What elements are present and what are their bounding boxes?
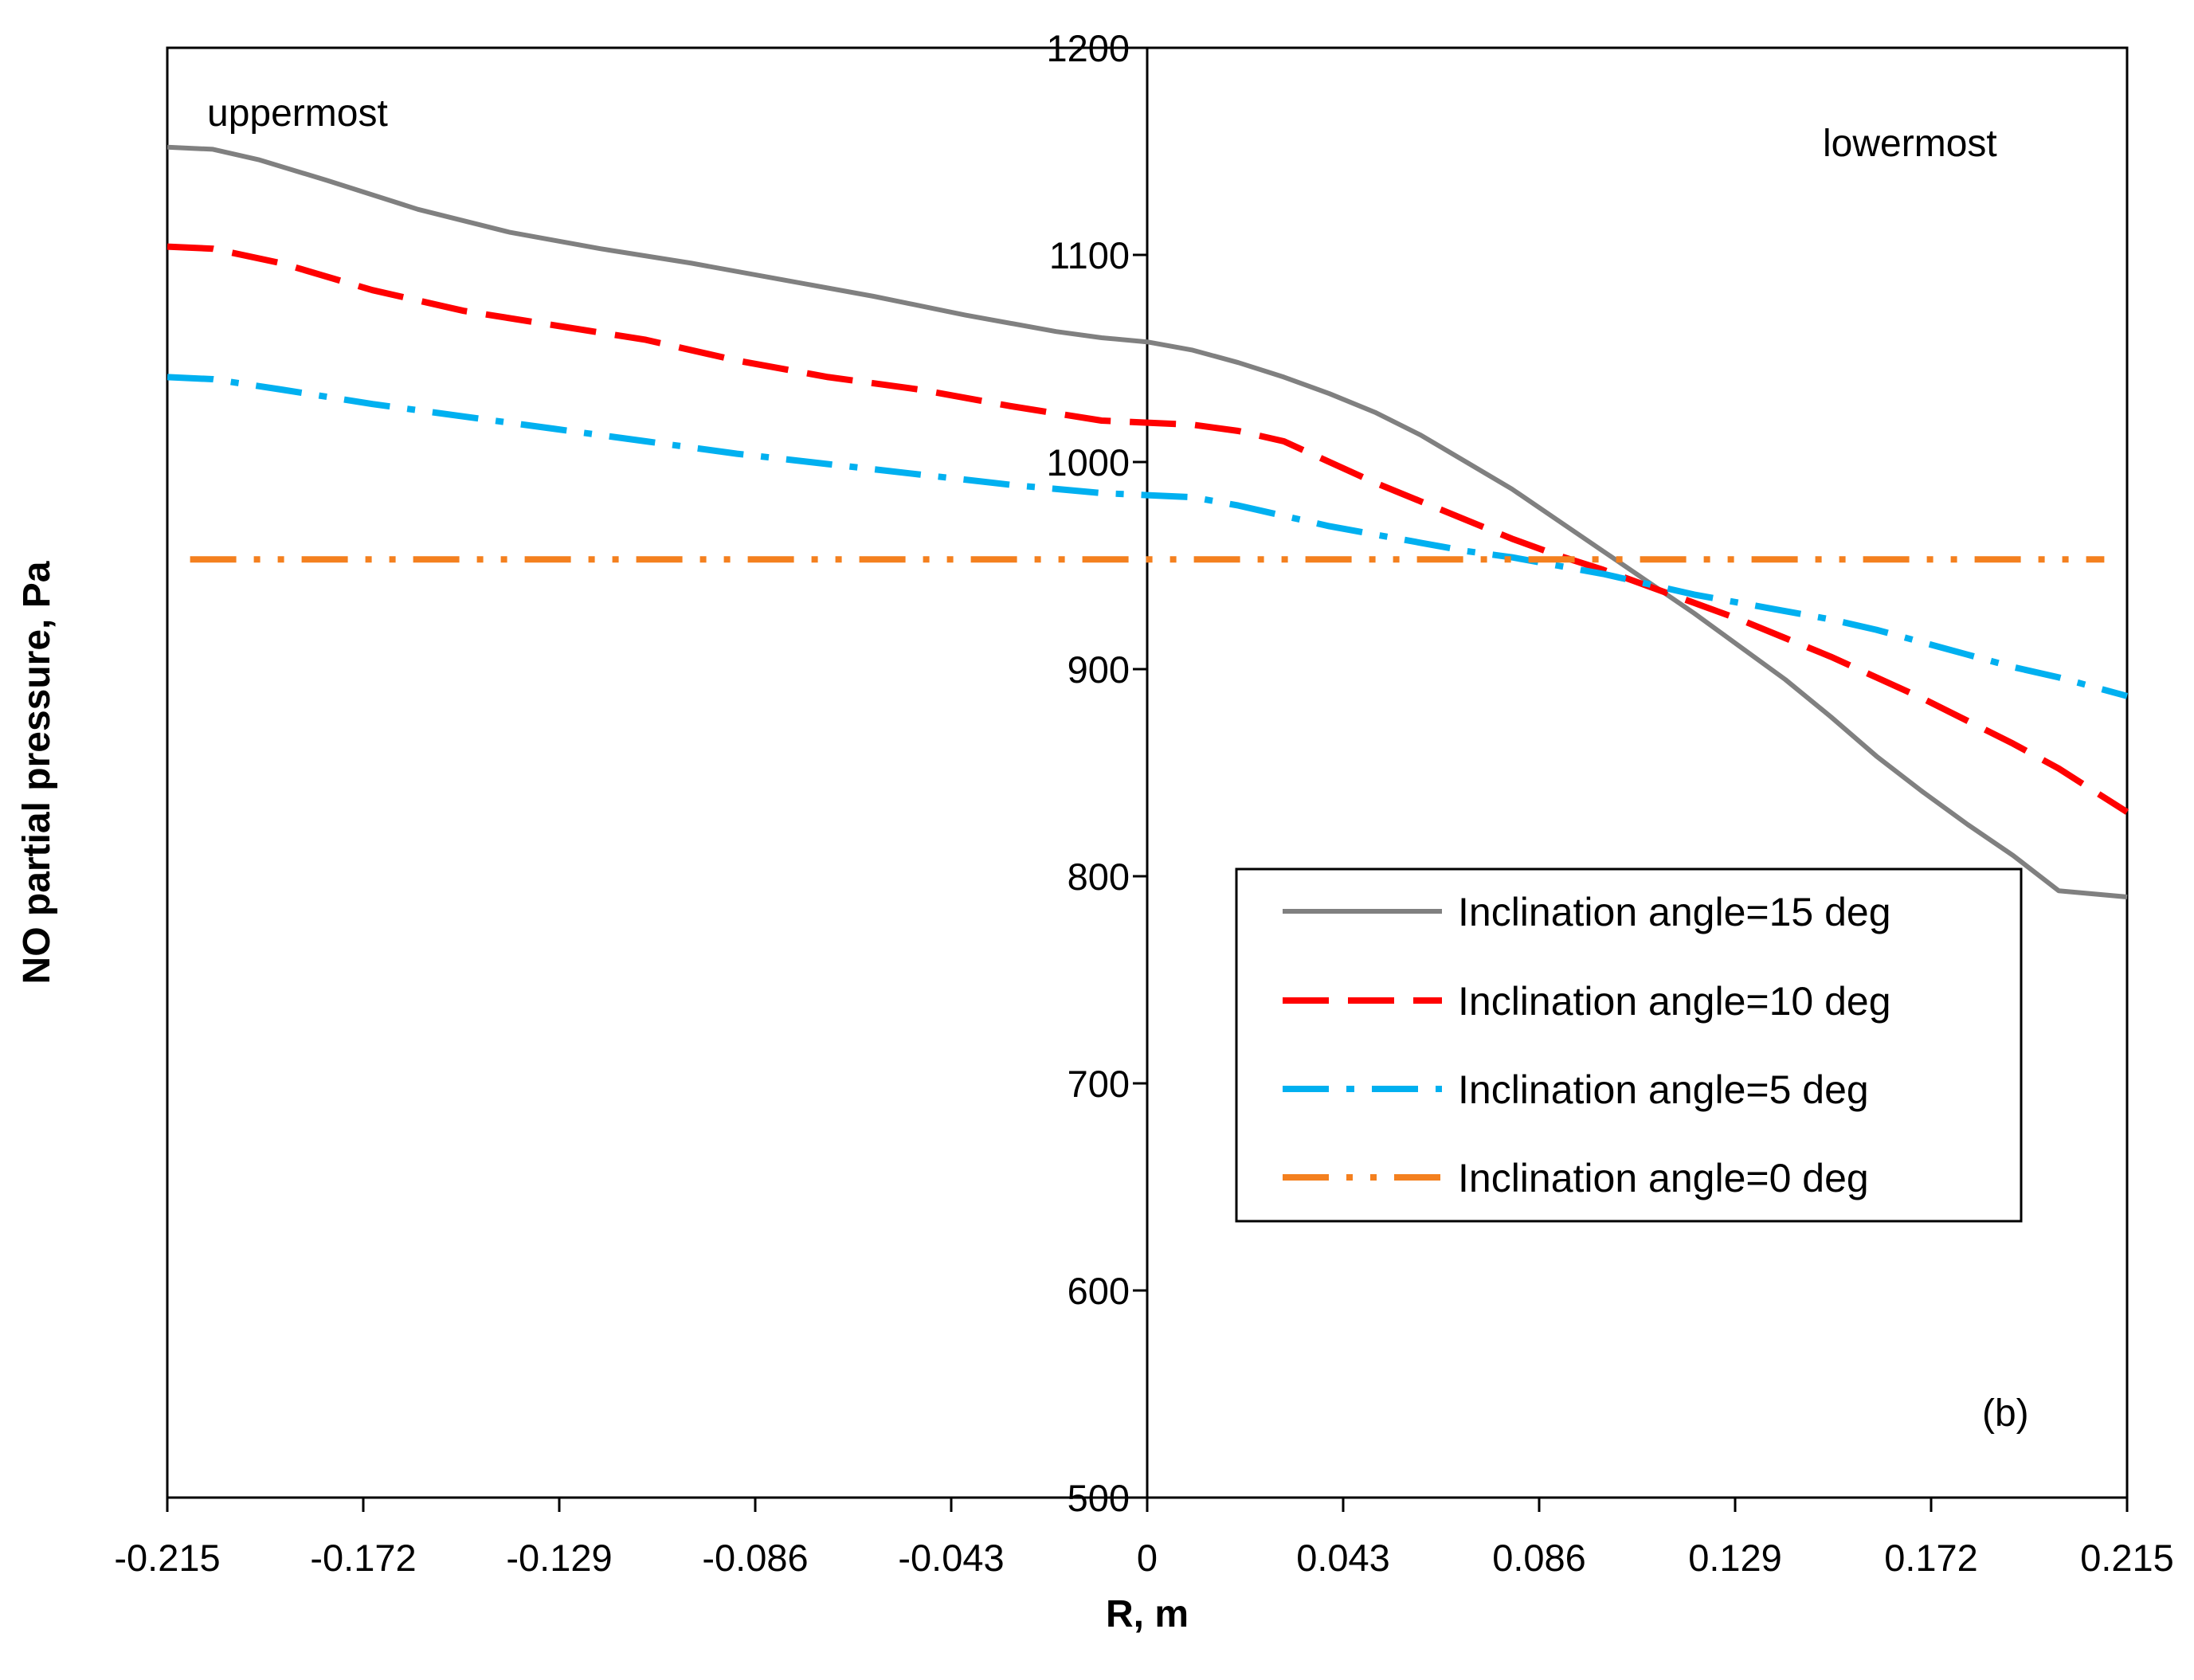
x-tick-label: 0.129 [1688,1537,1782,1579]
x-axis-ticks: -0.215 -0.172 -0.129 -0.086 -0.043 0 0.043 0.08… [114,1498,2174,1579]
series-line-10-deg [167,243,2129,815]
legend: Inclination angle=15 deg Inclination ang… [1235,867,2023,1223]
x-tick-label: -0.129 [506,1537,612,1579]
x-tick-label: 0.215 [2080,1537,2174,1579]
legend-label-10-deg: Inclination angle=10 deg [1458,979,1891,1024]
x-tick-label: -0.086 [702,1537,808,1579]
panel-label: (b) [1982,1392,2029,1435]
y-axis-ticks: 500 600 700 800 900 1000 1100 1200 [1046,27,1147,1519]
x-tick-label: -0.215 [114,1537,220,1579]
series-line-15-deg [167,144,2128,899]
legend-label-15-deg: Inclination angle=15 deg [1458,890,1891,934]
x-tick-label: 0.043 [1296,1537,1390,1579]
series-line-5-deg [167,374,2129,699]
x-tick-label: -0.043 [898,1537,1004,1579]
x-tick-label: 0.086 [1492,1537,1586,1579]
y-tick-label: 900 [1068,648,1130,691]
y-tick-label: 600 [1068,1270,1130,1312]
y-tick-label: 1000 [1046,441,1130,484]
y-tick-label: 800 [1068,856,1130,898]
uppermost-label: uppermost [207,92,388,135]
y-tick-label: 1100 [1049,234,1130,276]
y-axis-title: NO partial pressure, Pa [16,561,58,984]
series-layer [167,144,2129,899]
y-tick-label: 1200 [1046,27,1130,69]
x-tick-label: 0 [1137,1537,1158,1579]
x-tick-label: 0.172 [1884,1537,1978,1579]
lowermost-label: lowermost [1823,123,1997,165]
legend-label-0-deg: Inclination angle=0 deg [1458,1156,1869,1200]
y-tick-label: 500 [1068,1477,1130,1519]
x-axis-title: R, m [1106,1593,1189,1635]
y-tick-label: 700 [1068,1063,1130,1105]
legend-label-5-deg: Inclination angle=5 deg [1458,1067,1869,1112]
legend-box [1235,867,2023,1223]
x-tick-label: -0.172 [310,1537,416,1579]
